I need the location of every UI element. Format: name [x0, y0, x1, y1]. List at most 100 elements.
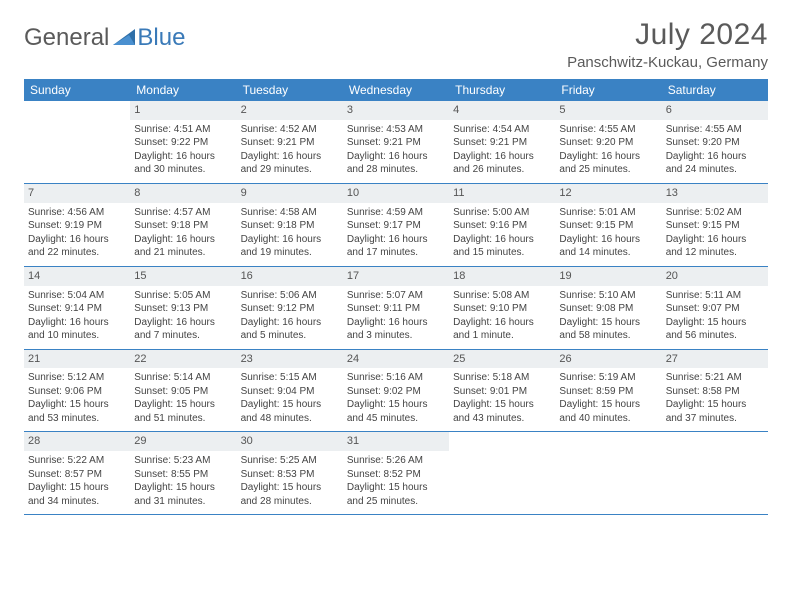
calendar-day-cell: 11Sunrise: 5:00 AMSunset: 9:16 PMDayligh…	[449, 184, 555, 266]
daylight-line: Daylight: 16 hours and 14 minutes.	[559, 233, 657, 260]
calendar-day-cell: 2 Sunrise: 4:52 AMSunset: 9:21 PMDaylight…	[237, 101, 343, 183]
sunset-line: Sunset: 9:10 PM	[453, 302, 551, 316]
day-number: 31	[343, 432, 449, 451]
day-number: 26	[555, 350, 661, 369]
calendar-day-cell	[555, 432, 661, 514]
sunrise-line: Sunrise: 5:15 AM	[241, 371, 339, 385]
calendar-week-row: 14 Sunrise: 5:04 AMSunset: 9:14 PM Dayligh…	[24, 267, 768, 350]
day-number: 14	[24, 267, 130, 286]
day-number: 18	[449, 267, 555, 286]
brand-part2: Blue	[137, 24, 185, 52]
sunrise-line: Sunrise: 5:04 AM	[28, 289, 126, 303]
sunset-line: Sunset: 8:58 PM	[666, 385, 764, 399]
calendar-day-cell: 18Sunrise: 5:08 AMSunset: 9:10 PMDayligh…	[449, 267, 555, 349]
sunrise-line: Sunrise: 4:52 AM	[241, 123, 339, 137]
weekday-header: Monday	[130, 79, 236, 101]
day-number: 3	[343, 101, 449, 120]
sunrise-line: Sunrise: 4:57 AM	[134, 206, 232, 220]
day-number: 30	[237, 432, 343, 451]
weekday-header: Thursday	[449, 79, 555, 101]
calendar-day-cell	[449, 432, 555, 514]
sunrise-line: Sunrise: 5:26 AM	[347, 454, 445, 468]
sunset-line: Sunset: 9:02 PM	[347, 385, 445, 399]
sunset-line: Sunset: 9:18 PM	[241, 219, 339, 233]
day-number: 9	[237, 184, 343, 203]
sunrise-line: Sunrise: 5:21 AM	[666, 371, 764, 385]
daylight-line: Daylight: 16 hours and 3 minutes.	[347, 316, 445, 343]
sunrise-line: Sunrise: 5:23 AM	[134, 454, 232, 468]
sunrise-line: Sunrise: 4:58 AM	[241, 206, 339, 220]
sunset-line: Sunset: 8:55 PM	[134, 468, 232, 482]
daylight-line: Daylight: 15 hours and 48 minutes.	[241, 398, 339, 425]
daylight-line: Daylight: 15 hours and 58 minutes.	[559, 316, 657, 343]
day-number: 4	[449, 101, 555, 120]
daylight-line: Daylight: 15 hours and 45 minutes.	[347, 398, 445, 425]
sunrise-line: Sunrise: 5:02 AM	[666, 206, 764, 220]
daylight-line: Daylight: 16 hours and 24 minutes.	[666, 150, 764, 177]
daylight-line: Daylight: 16 hours and 29 minutes.	[241, 150, 339, 177]
sunrise-line: Sunrise: 5:14 AM	[134, 371, 232, 385]
month-title: July 2024	[567, 18, 768, 52]
daylight-line: Daylight: 16 hours and 7 minutes.	[134, 316, 232, 343]
calendar-day-cell: 12Sunrise: 5:01 AMSunset: 9:15 PMDayligh…	[555, 184, 661, 266]
sunrise-line: Sunrise: 5:10 AM	[559, 289, 657, 303]
daylight-line: Daylight: 15 hours and 34 minutes.	[28, 481, 126, 508]
daylight-line: Daylight: 15 hours and 25 minutes.	[347, 481, 445, 508]
sunset-line: Sunset: 9:21 PM	[241, 136, 339, 150]
daylight-line: Daylight: 15 hours and 56 minutes.	[666, 316, 764, 343]
day-number: 22	[130, 350, 236, 369]
daylight-line: Daylight: 16 hours and 21 minutes.	[134, 233, 232, 260]
sunrise-line: Sunrise: 5:11 AM	[666, 289, 764, 303]
calendar-day-cell: 23Sunrise: 5:15 AMSunset: 9:04 PMDayligh…	[237, 350, 343, 432]
sunrise-line: Sunrise: 5:01 AM	[559, 206, 657, 220]
sunset-line: Sunset: 9:14 PM	[28, 302, 126, 316]
weekday-header-row: Sunday Monday Tuesday Wednesday Thursday…	[24, 79, 768, 101]
sunrise-line: Sunrise: 4:53 AM	[347, 123, 445, 137]
sunset-line: Sunset: 9:15 PM	[666, 219, 764, 233]
sunrise-line: Sunrise: 5:00 AM	[453, 206, 551, 220]
day-number: 29	[130, 432, 236, 451]
weeks-container: 1Sunrise: 4:51 AMSunset: 9:22 PMDaylight…	[24, 101, 768, 515]
calendar-day-cell: 1 Sunrise: 4:51 AMSunset: 9:22 PMDaylight…	[130, 101, 236, 183]
logo-triangle-icon	[109, 24, 137, 52]
calendar-day-cell: 20Sunrise: 5:11 AMSunset: 9:07 PMDayligh…	[662, 267, 768, 349]
day-number: 2	[237, 101, 343, 120]
daylight-line: Daylight: 15 hours and 43 minutes.	[453, 398, 551, 425]
day-number: 1	[130, 101, 236, 120]
calendar-day-cell	[662, 432, 768, 514]
sunset-line: Sunset: 8:52 PM	[347, 468, 445, 482]
sunset-line: Sunset: 8:53 PM	[241, 468, 339, 482]
weekday-header: Saturday	[662, 79, 768, 101]
sunset-line: Sunset: 9:22 PM	[134, 136, 232, 150]
daylight-line: Daylight: 16 hours and 22 minutes.	[28, 233, 126, 260]
day-number: 27	[662, 350, 768, 369]
sunrise-line: Sunrise: 5:05 AM	[134, 289, 232, 303]
sunrise-line: Sunrise: 4:59 AM	[347, 206, 445, 220]
sunrise-line: Sunrise: 5:07 AM	[347, 289, 445, 303]
calendar-day-cell: 24Sunrise: 5:16 AMSunset: 9:02 PMDayligh…	[343, 350, 449, 432]
daylight-line: Daylight: 16 hours and 28 minutes.	[347, 150, 445, 177]
weekday-header: Sunday	[24, 79, 130, 101]
sunrise-line: Sunrise: 4:54 AM	[453, 123, 551, 137]
calendar-day-cell: 15Sunrise: 5:05 AMSunset: 9:13 PMDayligh…	[130, 267, 236, 349]
weekday-header: Wednesday	[343, 79, 449, 101]
sunrise-line: Sunrise: 5:22 AM	[28, 454, 126, 468]
brand-logo: General Blue	[24, 24, 185, 52]
calendar-week-row: 21Sunrise: 5:12 AMSunset: 9:06 PMDayligh…	[24, 350, 768, 433]
daylight-line: Daylight: 16 hours and 5 minutes.	[241, 316, 339, 343]
daylight-line: Daylight: 16 hours and 1 minute.	[453, 316, 551, 343]
calendar-week-row: 1Sunrise: 4:51 AMSunset: 9:22 PMDaylight…	[24, 101, 768, 184]
sunset-line: Sunset: 9:08 PM	[559, 302, 657, 316]
calendar-day-cell: 17Sunrise: 5:07 AMSunset: 9:11 PMDayligh…	[343, 267, 449, 349]
calendar-day-cell: 4Sunrise: 4:54 AMSunset: 9:21 PMDaylight…	[449, 101, 555, 183]
daylight-line: Daylight: 16 hours and 15 minutes.	[453, 233, 551, 260]
daylight-line: Daylight: 16 hours and 30 minutes.	[134, 150, 232, 177]
day-number: 5	[555, 101, 661, 120]
sunrise-line: Sunrise: 4:51 AM	[134, 123, 232, 137]
calendar-day-cell: 5Sunrise: 4:55 AMSunset: 9:20 PMDaylight…	[555, 101, 661, 183]
daylight-line: Daylight: 15 hours and 51 minutes.	[134, 398, 232, 425]
sunset-line: Sunset: 9:12 PM	[241, 302, 339, 316]
day-number: 17	[343, 267, 449, 286]
sunset-line: Sunset: 9:07 PM	[666, 302, 764, 316]
weekday-header: Tuesday	[237, 79, 343, 101]
